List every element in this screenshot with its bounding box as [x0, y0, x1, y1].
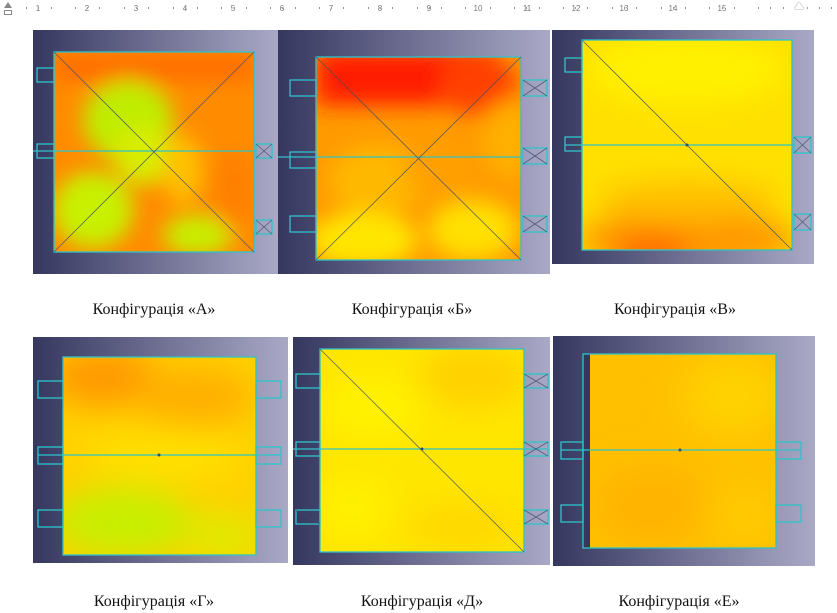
ruler-number: 6	[280, 4, 284, 13]
ruler-number: 2	[85, 4, 89, 13]
ruler-tick	[148, 7, 150, 9]
left-indent-marker[interactable]	[4, 10, 12, 15]
ruler-tick	[184, 7, 186, 9]
ruler-tick	[477, 7, 479, 9]
ruler-tick	[87, 7, 89, 9]
ruler-tick	[282, 7, 284, 9]
ruler-tick	[563, 7, 564, 9]
ruler-tick	[831, 7, 833, 9]
ruler-tick	[611, 7, 613, 9]
ruler-tick	[733, 7, 735, 9]
ruler-tick	[819, 7, 821, 9]
ruler-tick	[172, 7, 174, 9]
ruler-tick	[758, 7, 760, 9]
heatmap-figure-h	[33, 337, 288, 563]
horizontal-ruler[interactable]: 1 2 3 4 5 6 7 8 9 10 11 12 13 14 15	[0, 0, 837, 22]
ruler-tick	[367, 7, 369, 9]
ruler-tick	[343, 7, 345, 9]
ruler-tick	[428, 7, 430, 9]
ruler-tick	[197, 7, 198, 9]
heatmap-figure-e	[553, 336, 815, 566]
ruler-tick	[319, 7, 320, 9]
ruler-tick	[770, 7, 772, 9]
ruler-tick	[123, 7, 125, 9]
ruler-tick	[441, 7, 442, 9]
ruler-tick	[136, 7, 137, 9]
ruler-tick	[416, 7, 418, 9]
ruler-number: 1	[36, 4, 40, 13]
right-indent-marker[interactable]	[794, 2, 804, 9]
ruler-tick	[721, 7, 723, 9]
figure-caption-a: Конфігурація «А»	[92, 301, 216, 318]
ruler-tick	[624, 7, 625, 9]
ruler-tick	[709, 7, 711, 9]
heatmap-figure-b	[278, 30, 550, 274]
ruler-tick	[782, 7, 784, 9]
ruler-tick	[221, 7, 223, 9]
ruler-number: 7	[329, 4, 333, 13]
ruler-tick	[233, 7, 235, 9]
ruler-tick	[38, 7, 40, 9]
ruler-tick	[465, 7, 467, 9]
ruler-tick	[587, 7, 589, 9]
heatmap-figure-d	[293, 337, 550, 565]
ruler-tick	[526, 7, 528, 9]
figure-caption-e: Конфігурація «Е»	[618, 593, 740, 610]
ruler-tick	[685, 7, 686, 9]
ruler-tick	[331, 7, 333, 9]
ruler-tick	[575, 7, 577, 9]
ruler-tick	[489, 7, 491, 9]
first-line-indent-marker[interactable]	[4, 2, 12, 8]
ruler-tick	[245, 7, 247, 9]
figure-caption-h: Конфігурація «Г»	[93, 593, 215, 610]
ruler-tick	[380, 7, 381, 9]
ruler-tick	[660, 7, 662, 9]
ruler-tick	[807, 7, 808, 9]
heatmap-figure-a	[33, 30, 278, 274]
heatmap-figure-v	[552, 30, 814, 264]
figure-caption-b: Конфігурація «Б»	[351, 301, 473, 318]
ruler-tick	[99, 7, 101, 9]
ruler-tick	[75, 7, 76, 9]
figure-caption-d: Конфігурація «Д»	[360, 593, 484, 610]
ruler-tick	[514, 7, 516, 9]
ruler-tick	[270, 7, 272, 9]
ruler-number: 5	[231, 4, 235, 13]
figure-caption-v: Конфігурація «В»	[614, 301, 736, 318]
ruler-tick	[538, 7, 540, 9]
ruler-tick	[392, 7, 394, 9]
ruler-tick	[50, 7, 52, 9]
ruler-tick	[26, 7, 28, 9]
ruler-tick	[636, 7, 638, 9]
ruler-tick	[294, 7, 296, 9]
ruler-tick	[672, 7, 674, 9]
